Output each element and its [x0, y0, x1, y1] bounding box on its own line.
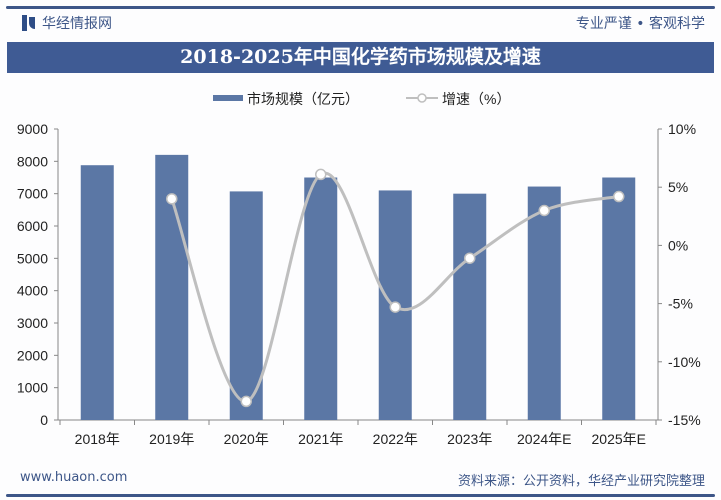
growth-point-2024年E: [538, 204, 550, 217]
x-tick-label: 2022年: [373, 431, 418, 447]
right-tick-label: 0%: [668, 237, 688, 253]
left-tick-label: 3000: [17, 315, 48, 331]
growth-point-2019年: [166, 193, 178, 205]
bottom-divider: [6, 494, 715, 497]
brand: 华经情报网: [22, 13, 112, 33]
left-tick-label: 1000: [17, 380, 48, 396]
right-tick-label: 10%: [668, 121, 696, 137]
left-tick-label: 4000: [17, 283, 48, 299]
x-tick-label: 2023年: [447, 431, 492, 447]
x-tick-label: 2024年E: [517, 431, 571, 447]
growth-line: [170, 171, 620, 403]
site-link[interactable]: www.huaon.com: [20, 470, 128, 485]
x-tick-label: 2020年: [224, 431, 269, 447]
left-tick-label: 2000: [17, 347, 48, 363]
bar-2024年E: [527, 186, 561, 420]
right-tick-label: 5%: [668, 179, 688, 195]
bar-2025年E: [602, 177, 636, 420]
bar-2021年: [304, 177, 338, 420]
left-tick-label: 8000: [17, 153, 48, 169]
bar-2023年: [453, 193, 487, 420]
legend-bar-label: 市场规模（亿元）: [247, 91, 359, 107]
chart-title: 2018-2025年中国化学药市场规模及增速: [7, 42, 714, 73]
bar-2018年: [80, 165, 114, 420]
x-tick-label: 2025年E: [592, 431, 646, 447]
legend-line-marker: [417, 93, 427, 103]
brand-name: 华经情报网: [42, 16, 112, 32]
growth-point-2025年E: [613, 190, 625, 203]
left-tick-label: 9000: [17, 121, 48, 137]
growth-point-2023年: [464, 252, 476, 264]
left-tick-label: 5000: [17, 250, 48, 266]
bar-2020年: [229, 191, 263, 420]
right-tick-label: -15%: [668, 412, 701, 428]
growth-point-2021年: [315, 168, 327, 181]
x-tick-label: 2019年: [149, 431, 194, 447]
left-tick-label: 7000: [17, 186, 48, 202]
source-note: 资料来源：公开资料，华经产业研究院整理: [457, 474, 705, 489]
right-tick-label: -5%: [668, 296, 693, 312]
left-tick-label: 6000: [17, 218, 48, 234]
growth-point-2022年: [389, 301, 401, 313]
legend-bar-swatch: [213, 95, 243, 101]
huajing-logo-icon: [22, 15, 36, 31]
top-divider: [6, 6, 715, 9]
motto: 专业严谨 • 客观科学: [575, 16, 705, 32]
x-tick-label: 2018年: [75, 431, 120, 447]
x-tick-label: 2021年: [298, 431, 343, 447]
legend-line-label: 增速（%）: [442, 91, 510, 107]
right-tick-label: -10%: [668, 354, 701, 370]
left-tick-label: 0: [40, 412, 48, 428]
growth-point-2020年: [240, 395, 252, 408]
